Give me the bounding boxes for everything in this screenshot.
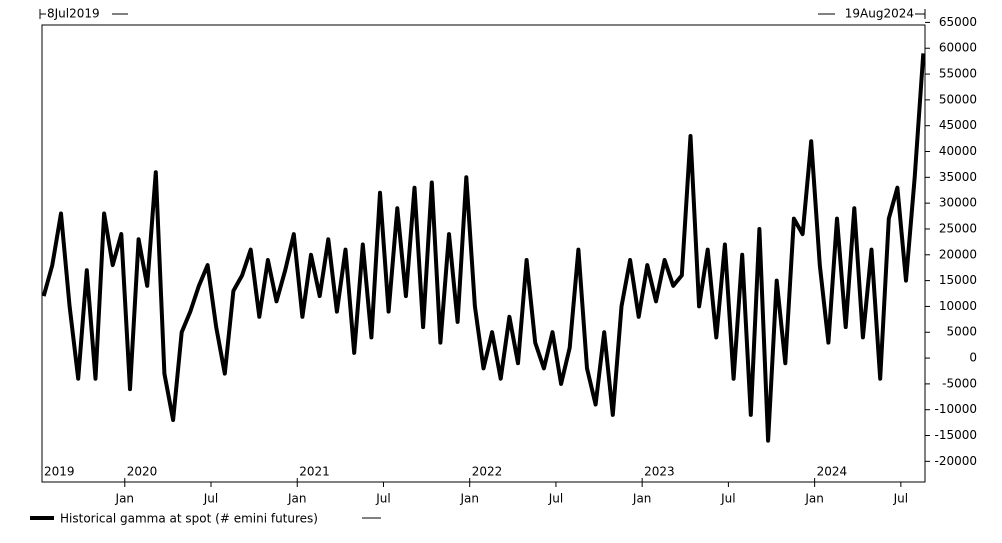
y-tick-label: 45000: [939, 118, 977, 132]
y-tick-label: 60000: [939, 41, 977, 55]
legend-label: Historical gamma at spot (# emini future…: [60, 512, 318, 526]
year-label: 2024: [817, 465, 848, 479]
x-tick-label: Jul: [203, 492, 218, 506]
x-tick-label: Jan: [459, 492, 479, 506]
year-label: 2022: [472, 465, 503, 479]
y-tick-label: 5000: [946, 325, 977, 339]
y-tick-label: 55000: [939, 67, 977, 81]
year-label: 2019: [44, 465, 75, 479]
x-tick-label: Jul: [893, 492, 908, 506]
y-tick-label: 65000: [939, 15, 977, 29]
year-label: 2021: [299, 465, 330, 479]
y-tick-label: -20000: [934, 454, 977, 468]
x-tick-label: Jan: [804, 492, 824, 506]
y-tick-label: 10000: [939, 299, 977, 313]
y-tick-label: 40000: [939, 144, 977, 158]
x-tick-label: Jul: [375, 492, 390, 506]
y-tick-label: -15000: [934, 428, 977, 442]
x-tick-label: Jan: [632, 492, 652, 506]
range-start-label: 8Jul2019: [47, 7, 100, 21]
y-tick-label: 15000: [939, 273, 977, 287]
y-tick-label: 25000: [939, 221, 977, 235]
data-line: [41, 53, 926, 443]
x-tick-label: Jul: [720, 492, 735, 506]
range-end-label: 19Aug2024: [845, 7, 914, 21]
year-label: 2020: [127, 465, 158, 479]
x-tick-label: Jan: [287, 492, 307, 506]
y-tick-label: 50000: [939, 92, 977, 106]
y-tick-label: 0: [969, 351, 977, 365]
y-tick-label: -5000: [942, 376, 977, 390]
y-tick-label: 20000: [939, 247, 977, 261]
x-tick-label: Jul: [548, 492, 563, 506]
y-tick-label: -10000: [934, 402, 977, 416]
plot-frame: [41, 24, 926, 483]
year-label: 2023: [644, 465, 675, 479]
y-tick-label: 30000: [939, 196, 977, 210]
y-tick-label: 35000: [939, 170, 977, 184]
x-tick-label: Jan: [115, 492, 135, 506]
